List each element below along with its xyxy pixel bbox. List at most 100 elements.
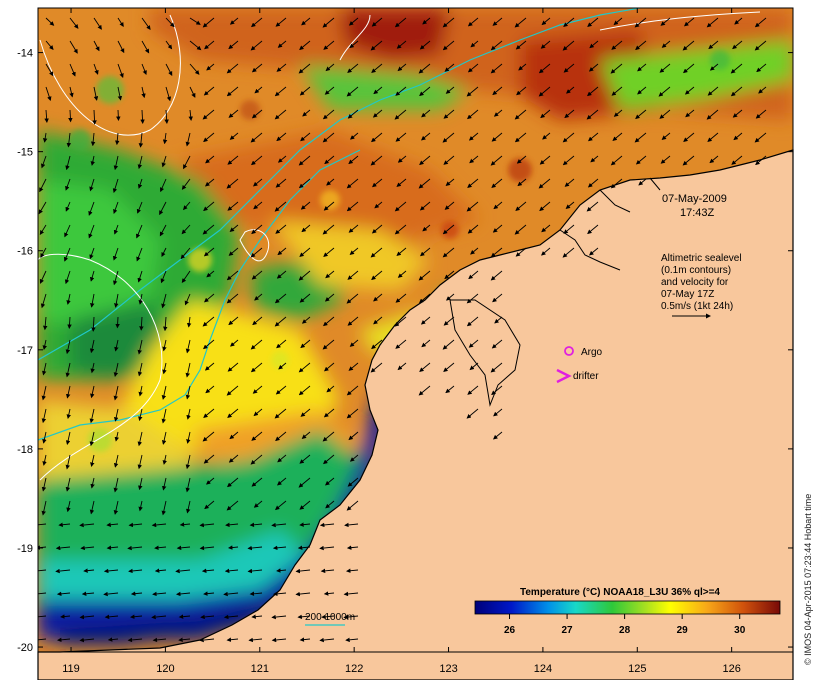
velocity-arrow [350, 132, 359, 140]
velocity-arrow [137, 362, 143, 377]
velocity-arrow [252, 385, 263, 394]
velocity-arrow [302, 109, 311, 117]
velocity-arrow [63, 247, 71, 262]
velocity-arrow [40, 247, 47, 258]
velocity-arrow [112, 247, 119, 261]
velocity-arrow [373, 86, 383, 95]
velocity-arrow [271, 522, 287, 528]
velocity-arrow [418, 270, 431, 281]
velocity-arrow [300, 339, 311, 349]
velocity-arrow [113, 408, 119, 422]
velocity-arrow [65, 339, 71, 355]
colorbar-title: Temperature (°C) NOAA18_L3U 36% ql>=4 [520, 587, 720, 598]
velocity-arrow [104, 614, 119, 620]
velocity-arrow [422, 224, 431, 232]
velocity-arrow [319, 637, 335, 643]
velocity-arrow [301, 224, 311, 233]
velocity-arrow [202, 224, 215, 235]
velocity-arrow [277, 247, 287, 256]
velocity-arrow [490, 362, 503, 373]
velocity-arrow [299, 247, 311, 257]
velocity-arrow [346, 385, 359, 396]
velocity-arrow [371, 339, 383, 350]
velocity-arrow [137, 155, 143, 170]
velocity-arrow [92, 109, 97, 125]
velocity-arrow [466, 316, 479, 327]
lon-tick-label: 125 [628, 663, 646, 675]
velocity-arrow [65, 385, 71, 399]
velocity-arrow [348, 431, 359, 441]
velocity-arrow [273, 591, 287, 597]
velocity-arrow [611, 86, 623, 96]
velocity-arrow [732, 40, 743, 50]
velocity-arrow [103, 591, 119, 597]
velocity-arrow [38, 568, 47, 574]
velocity-arrow [80, 545, 95, 551]
velocity-arrow [116, 109, 121, 121]
velocity-arrow [706, 109, 719, 120]
velocity-arrow [250, 247, 263, 258]
velocity-arrow [730, 86, 743, 97]
velocity-arrow [300, 132, 311, 142]
velocity-arrow [138, 132, 144, 148]
velocity-arrow [65, 431, 71, 445]
velocity-arrow [203, 454, 215, 464]
velocity-arrow [709, 155, 719, 164]
velocity-arrow [343, 591, 359, 597]
velocity-arrow [661, 132, 671, 140]
velocity-arrow [228, 40, 239, 50]
velocity-arrow [490, 63, 503, 74]
velocity-arrow [322, 224, 335, 235]
velocity-arrow [151, 522, 167, 528]
velocity-arrow [682, 40, 695, 51]
velocity-arrow [277, 40, 287, 48]
velocity-arrow [277, 454, 287, 463]
velocity-arrow [348, 155, 359, 165]
velocity-arrow [93, 40, 100, 52]
velocity-arrow [271, 637, 287, 643]
velocity-arrow [140, 109, 145, 124]
velocity-arrow [683, 132, 695, 142]
velocity-arrow [419, 201, 431, 211]
velocity-arrow [41, 408, 47, 424]
velocity-arrow [372, 178, 383, 188]
velocity-arrow [564, 109, 575, 119]
velocity-arrow [684, 17, 695, 27]
depth-legend-label: 200 1000m [305, 612, 355, 623]
longitude-axis: 119 120 121 122 123 124 125 126 [62, 8, 741, 675]
velocity-arrow [162, 339, 167, 352]
velocity-arrow [323, 40, 335, 50]
velocity-arrow [394, 17, 407, 28]
velocity-arrow [346, 500, 359, 511]
velocity-arrow [274, 109, 287, 120]
velocity-arrow [152, 637, 167, 643]
velocity-arrow [295, 568, 311, 574]
velocity-arrow [113, 500, 119, 515]
velocity-arrow [492, 86, 503, 96]
velocity-arrow [733, 132, 743, 141]
velocity-arrow [93, 63, 99, 75]
velocity-arrow [490, 270, 503, 281]
velocity-arrow [346, 293, 359, 304]
velocity-arrow [161, 293, 167, 309]
velocity-arrow [659, 63, 671, 73]
velocity-arrow [248, 637, 263, 643]
velocity-arrow [89, 339, 95, 354]
velocity-arrow [90, 362, 95, 374]
lon-tick-label: 123 [439, 663, 457, 675]
velocity-arrow [178, 637, 191, 642]
velocity-arrow [137, 270, 143, 283]
velocity-arrow [66, 500, 71, 513]
velocity-arrow [298, 178, 311, 189]
velocity-arrow [275, 178, 287, 188]
velocity-arrow [113, 155, 119, 171]
velocity-arrow [587, 17, 599, 27]
velocity-arrow [299, 522, 311, 527]
velocity-arrow [106, 545, 119, 550]
velocity-arrow [490, 155, 503, 166]
velocity-arrow [370, 155, 383, 166]
velocity-arrow [89, 178, 95, 192]
velocity-arrow [69, 17, 79, 29]
velocity-arrow [254, 293, 263, 301]
velocity-arrow [137, 178, 143, 189]
